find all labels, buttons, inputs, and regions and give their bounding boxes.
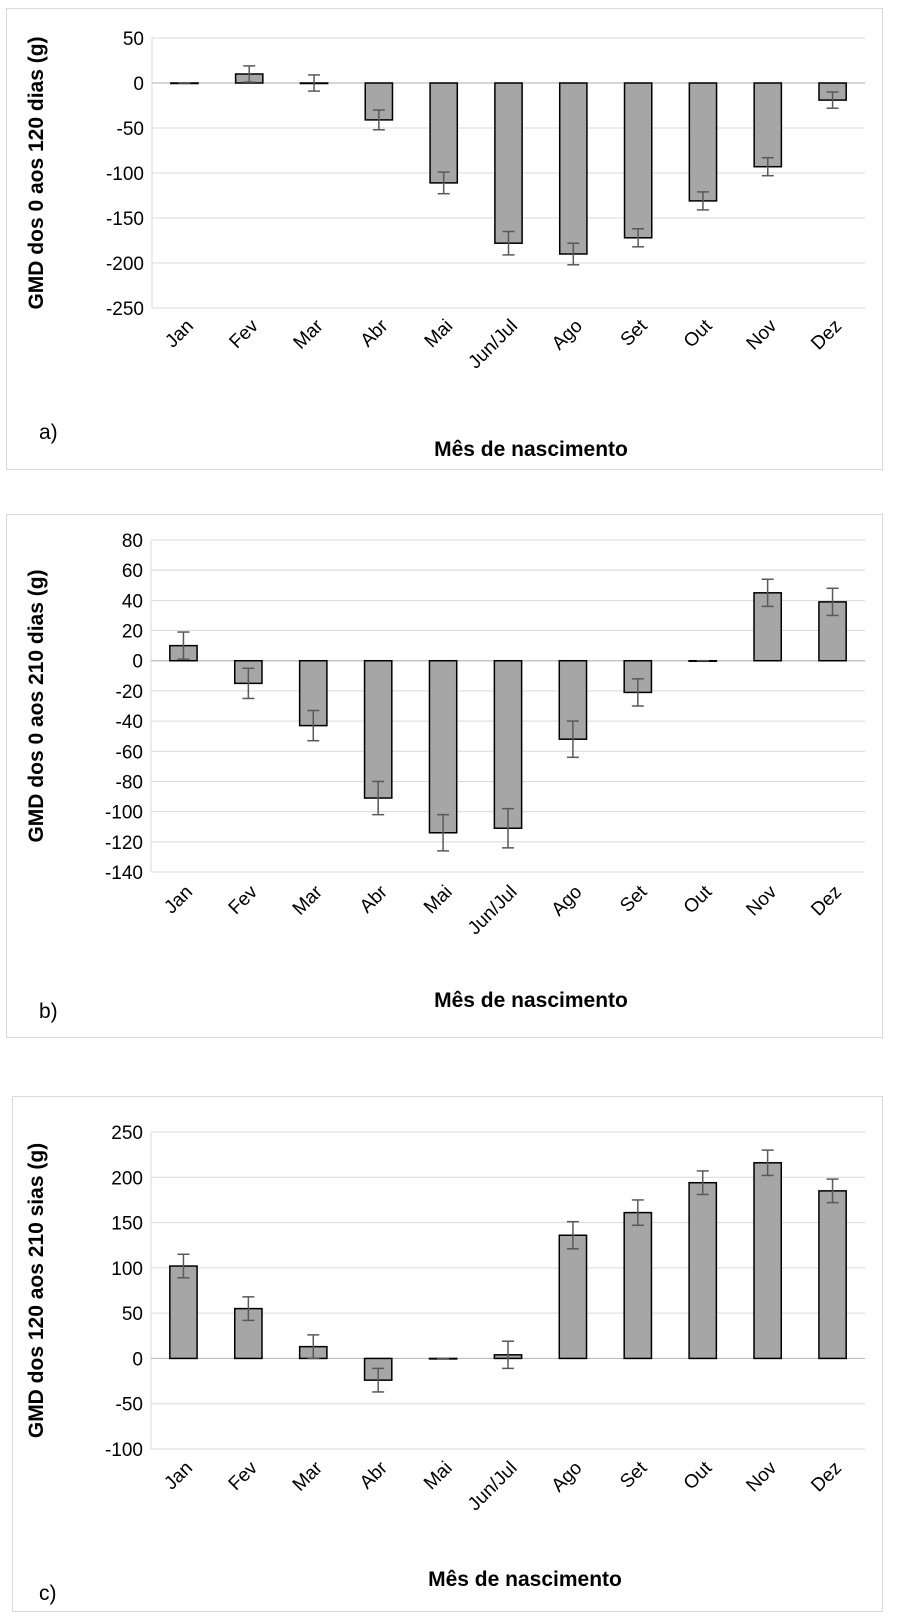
y-tick-label: 0 [132,652,143,673]
x-tick-label: Nov [742,881,781,920]
x-tick-label: Jan [161,316,198,353]
chart-c: 250 200 150 100 50 0 -50 -100 Jan Fev Mar Abr Mai Jun… [25,1123,865,1605]
chart-panel-a: 50 0 -50 -100 -150 -200 -250 Jan Fev Mar Abr Mai Jun… [6,8,883,470]
x-tick-label: Out [680,881,717,918]
y-tick-label: 0 [132,1349,143,1370]
y-tick-label: -50 [116,1395,143,1416]
y-tick-label: -100 [105,803,143,824]
x-tick-label: Set [617,315,653,351]
x-tick-label: Ago [548,1458,587,1497]
y-tick-label: 50 [122,1304,143,1325]
panel-label: a) [39,421,58,444]
bar-Nov [753,1162,783,1360]
bar-Fev [233,1307,263,1360]
y-tick-label: -100 [105,1440,143,1461]
x-tick-label: Mar [289,1457,327,1495]
y-tick-label: 0 [133,74,144,95]
y-axis-title: GMD dos 0 aos 210 dias (g) [25,569,48,842]
x-tick-label: Abr [357,315,393,351]
x-tick-label: Mai [421,316,458,353]
x-tick-label: Fev [225,1457,263,1495]
x-axis-title: Mês de nascimento [434,989,628,1012]
y-tick-label: 60 [122,561,143,582]
y-tick-label: 200 [111,1168,143,1189]
panel-label: c) [39,1582,57,1605]
x-tick-label: Set [616,881,652,917]
x-axis-title: Mês de nascimento [428,1568,622,1591]
x-tick-label: Nov [743,315,782,354]
bar-Jun/Jul [493,659,523,829]
y-axis-title: GMD dos 0 aos 120 dias (g) [25,36,48,309]
bar-Dez [818,1190,847,1360]
x-tick-label: Abr [356,1457,392,1493]
chart-b: 80 60 40 20 0 -20 -40 -60 -80 -100 -120 -140 Jan Fev M… [25,531,865,1023]
bar-Ago [558,1234,588,1360]
chart-panel-c: 250 200 150 100 50 0 -50 -100 Jan Fev Mar Abr Mai Jun… [12,1096,883,1612]
bar-Abr [363,659,393,799]
y-tick-label: -50 [117,119,144,140]
bar-Set [623,82,653,239]
x-tick-label: Dez [807,882,846,921]
bar-Ago [558,82,588,255]
bar-Jun/Jul [494,82,523,244]
y-tick-label: 80 [122,531,143,552]
y-tick-label: -200 [106,254,144,275]
chart-a: 50 0 -50 -100 -150 -200 -250 Jan Fev Mar Abr Mai Jun… [25,29,865,461]
chart-panel-b: 80 60 40 20 0 -20 -40 -60 -80 -100 -120 -140 Jan Fev M… [6,514,883,1038]
y-tick-label: -150 [106,209,144,230]
bar-Out [688,1181,718,1360]
x-tick-label: Mar [290,315,328,353]
x-tick-label: Ago [548,316,587,355]
x-tick-label: Jun/Jul [464,882,521,939]
y-tick-label: 20 [122,622,143,643]
x-tick-label: Set [616,1457,652,1493]
x-tick-label: Fev [226,315,264,353]
y-tick-label: -20 [116,682,143,703]
y-tick-label: 40 [122,591,143,612]
x-tick-label: Mar [289,881,327,919]
x-tick-label: Dez [807,1458,846,1497]
y-axis-title: GMD dos 120 aos 210 sias (g) [25,1143,48,1438]
x-tick-label: Out [680,315,717,352]
x-tick-label: Jan [160,1458,197,1495]
bar-Out [688,82,718,202]
bar-Jan [169,1265,198,1360]
y-tick-label: -40 [116,712,143,733]
y-tick-label: 150 [111,1214,143,1235]
x-tick-label: Fev [225,881,263,919]
y-tick-label: -100 [106,164,144,185]
x-tick-label: Mai [420,882,457,919]
bar-Nov [753,82,783,168]
x-tick-label: Jun/Jul [464,1458,521,1515]
x-axis-title: Mês de nascimento [434,438,628,461]
y-tick-label: -140 [105,863,143,884]
x-tick-label: Out [680,1457,717,1494]
y-tick-label: 50 [123,29,144,50]
x-tick-label: Jan [160,882,197,919]
x-tick-label: Mai [420,1458,457,1495]
x-tick-label: Dez [807,316,846,355]
y-tick-label: -60 [116,742,143,763]
x-tick-label: Nov [742,1457,781,1496]
x-tick-label: Abr [356,881,392,917]
panel-label: b) [39,1000,58,1023]
y-tick-label: -250 [106,299,144,320]
bar-Mai [428,659,458,834]
y-tick-label: 250 [111,1123,143,1144]
bar-Mai [429,82,459,184]
y-tick-label: 100 [111,1259,143,1280]
x-tick-label: Ago [548,882,587,921]
y-tick-label: -120 [105,833,143,854]
x-tick-label: Jun/Jul [465,316,522,373]
bar-Set [623,1211,653,1360]
y-tick-label: -80 [116,772,143,793]
